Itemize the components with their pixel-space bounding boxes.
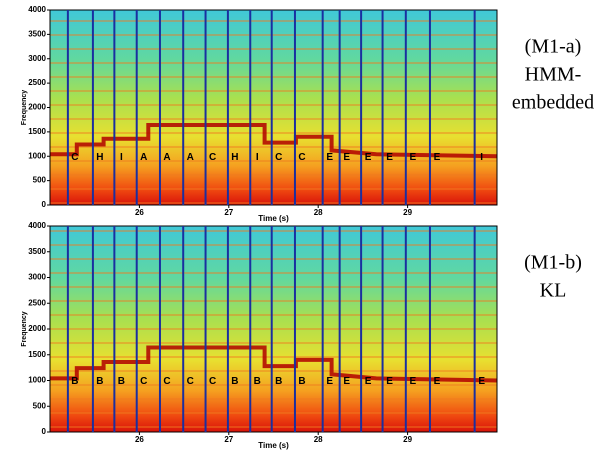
y-tick-label: 1000 [28, 376, 46, 385]
segment-label: E [343, 152, 350, 163]
panel-caption: (M1-a) [525, 36, 582, 58]
segment-label: E [343, 376, 350, 387]
y-axis-label: Frequency [21, 90, 28, 126]
segment-label: I [480, 152, 483, 163]
segment-label: E [386, 376, 393, 387]
segment-label: B [298, 376, 305, 387]
y-tick-label: 0 [42, 427, 47, 436]
y-tick-label: 1500 [28, 127, 46, 136]
segment-label: C [209, 152, 216, 163]
segment-label: C [71, 152, 78, 163]
y-tick-label: 4000 [28, 5, 46, 14]
x-axis-label: Time (s) [258, 441, 289, 450]
segment-label: B [96, 376, 103, 387]
x-tick-label: 26 [135, 435, 144, 444]
segment-label: B [231, 376, 238, 387]
segment-label: B [254, 376, 261, 387]
segment-label: E [386, 152, 393, 163]
segment-label: E [326, 376, 333, 387]
y-axis-label: Frequency [21, 311, 28, 347]
segment-label: E [409, 376, 416, 387]
segment-label: E [478, 376, 485, 387]
y-tick-label: 500 [33, 176, 47, 185]
segment-label: E [434, 376, 441, 387]
segment-label: C [209, 376, 216, 387]
segment-label: A [187, 152, 194, 163]
y-tick-label: 1000 [28, 151, 46, 160]
y-tick-label: 2000 [28, 324, 46, 333]
segment-label: C [163, 376, 170, 387]
x-tick-label: 27 [224, 435, 233, 444]
y-tick-label: 3500 [28, 247, 46, 256]
segment-label: A [140, 152, 147, 163]
y-tick-label: 4000 [28, 221, 46, 230]
x-tick-label: 27 [224, 208, 233, 217]
harmonics [50, 226, 497, 432]
panel-caption: embedded [512, 92, 594, 114]
segment-label: A [163, 152, 170, 163]
segment-label: C [298, 152, 305, 163]
segment-label: H [96, 152, 103, 163]
segment-label: B [71, 376, 78, 387]
segment-label: I [120, 152, 123, 163]
segment-label: E [409, 152, 416, 163]
segment-label: C [140, 376, 147, 387]
harmonics [50, 10, 497, 205]
panel-caption: (M1-b) [524, 252, 582, 274]
y-tick-label: 2500 [28, 298, 46, 307]
pitch-contour [50, 345, 498, 383]
segment-label: E [365, 376, 372, 387]
x-tick-label: 28 [314, 208, 323, 217]
panel-caption: KL [540, 280, 567, 302]
segment-label: I [256, 152, 259, 163]
segment-label: B [118, 376, 125, 387]
segment-label: E [365, 152, 372, 163]
segment-label: C [187, 376, 194, 387]
x-tick-label: 28 [314, 435, 323, 444]
segment-label: E [434, 152, 441, 163]
y-tick-label: 500 [33, 401, 47, 410]
segment-label: H [231, 152, 238, 163]
y-tick-label: 1500 [28, 350, 46, 359]
segment-label: E [326, 152, 333, 163]
y-tick-label: 2500 [28, 78, 46, 87]
y-tick-label: 2000 [28, 103, 46, 112]
panel-caption: HMM- [525, 64, 582, 86]
y-tick-label: 3000 [28, 273, 46, 282]
x-axis-label: Time (s) [258, 214, 289, 223]
x-tick-label: 29 [403, 208, 412, 217]
x-tick-label: 29 [403, 435, 412, 444]
y-tick-label: 3000 [28, 54, 46, 63]
pitch-contour [50, 123, 498, 159]
y-tick-label: 3500 [28, 29, 46, 38]
y-tick-label: 0 [42, 200, 47, 209]
x-tick-label: 26 [135, 208, 144, 217]
segment-label: B [275, 376, 282, 387]
segment-label: C [275, 152, 282, 163]
